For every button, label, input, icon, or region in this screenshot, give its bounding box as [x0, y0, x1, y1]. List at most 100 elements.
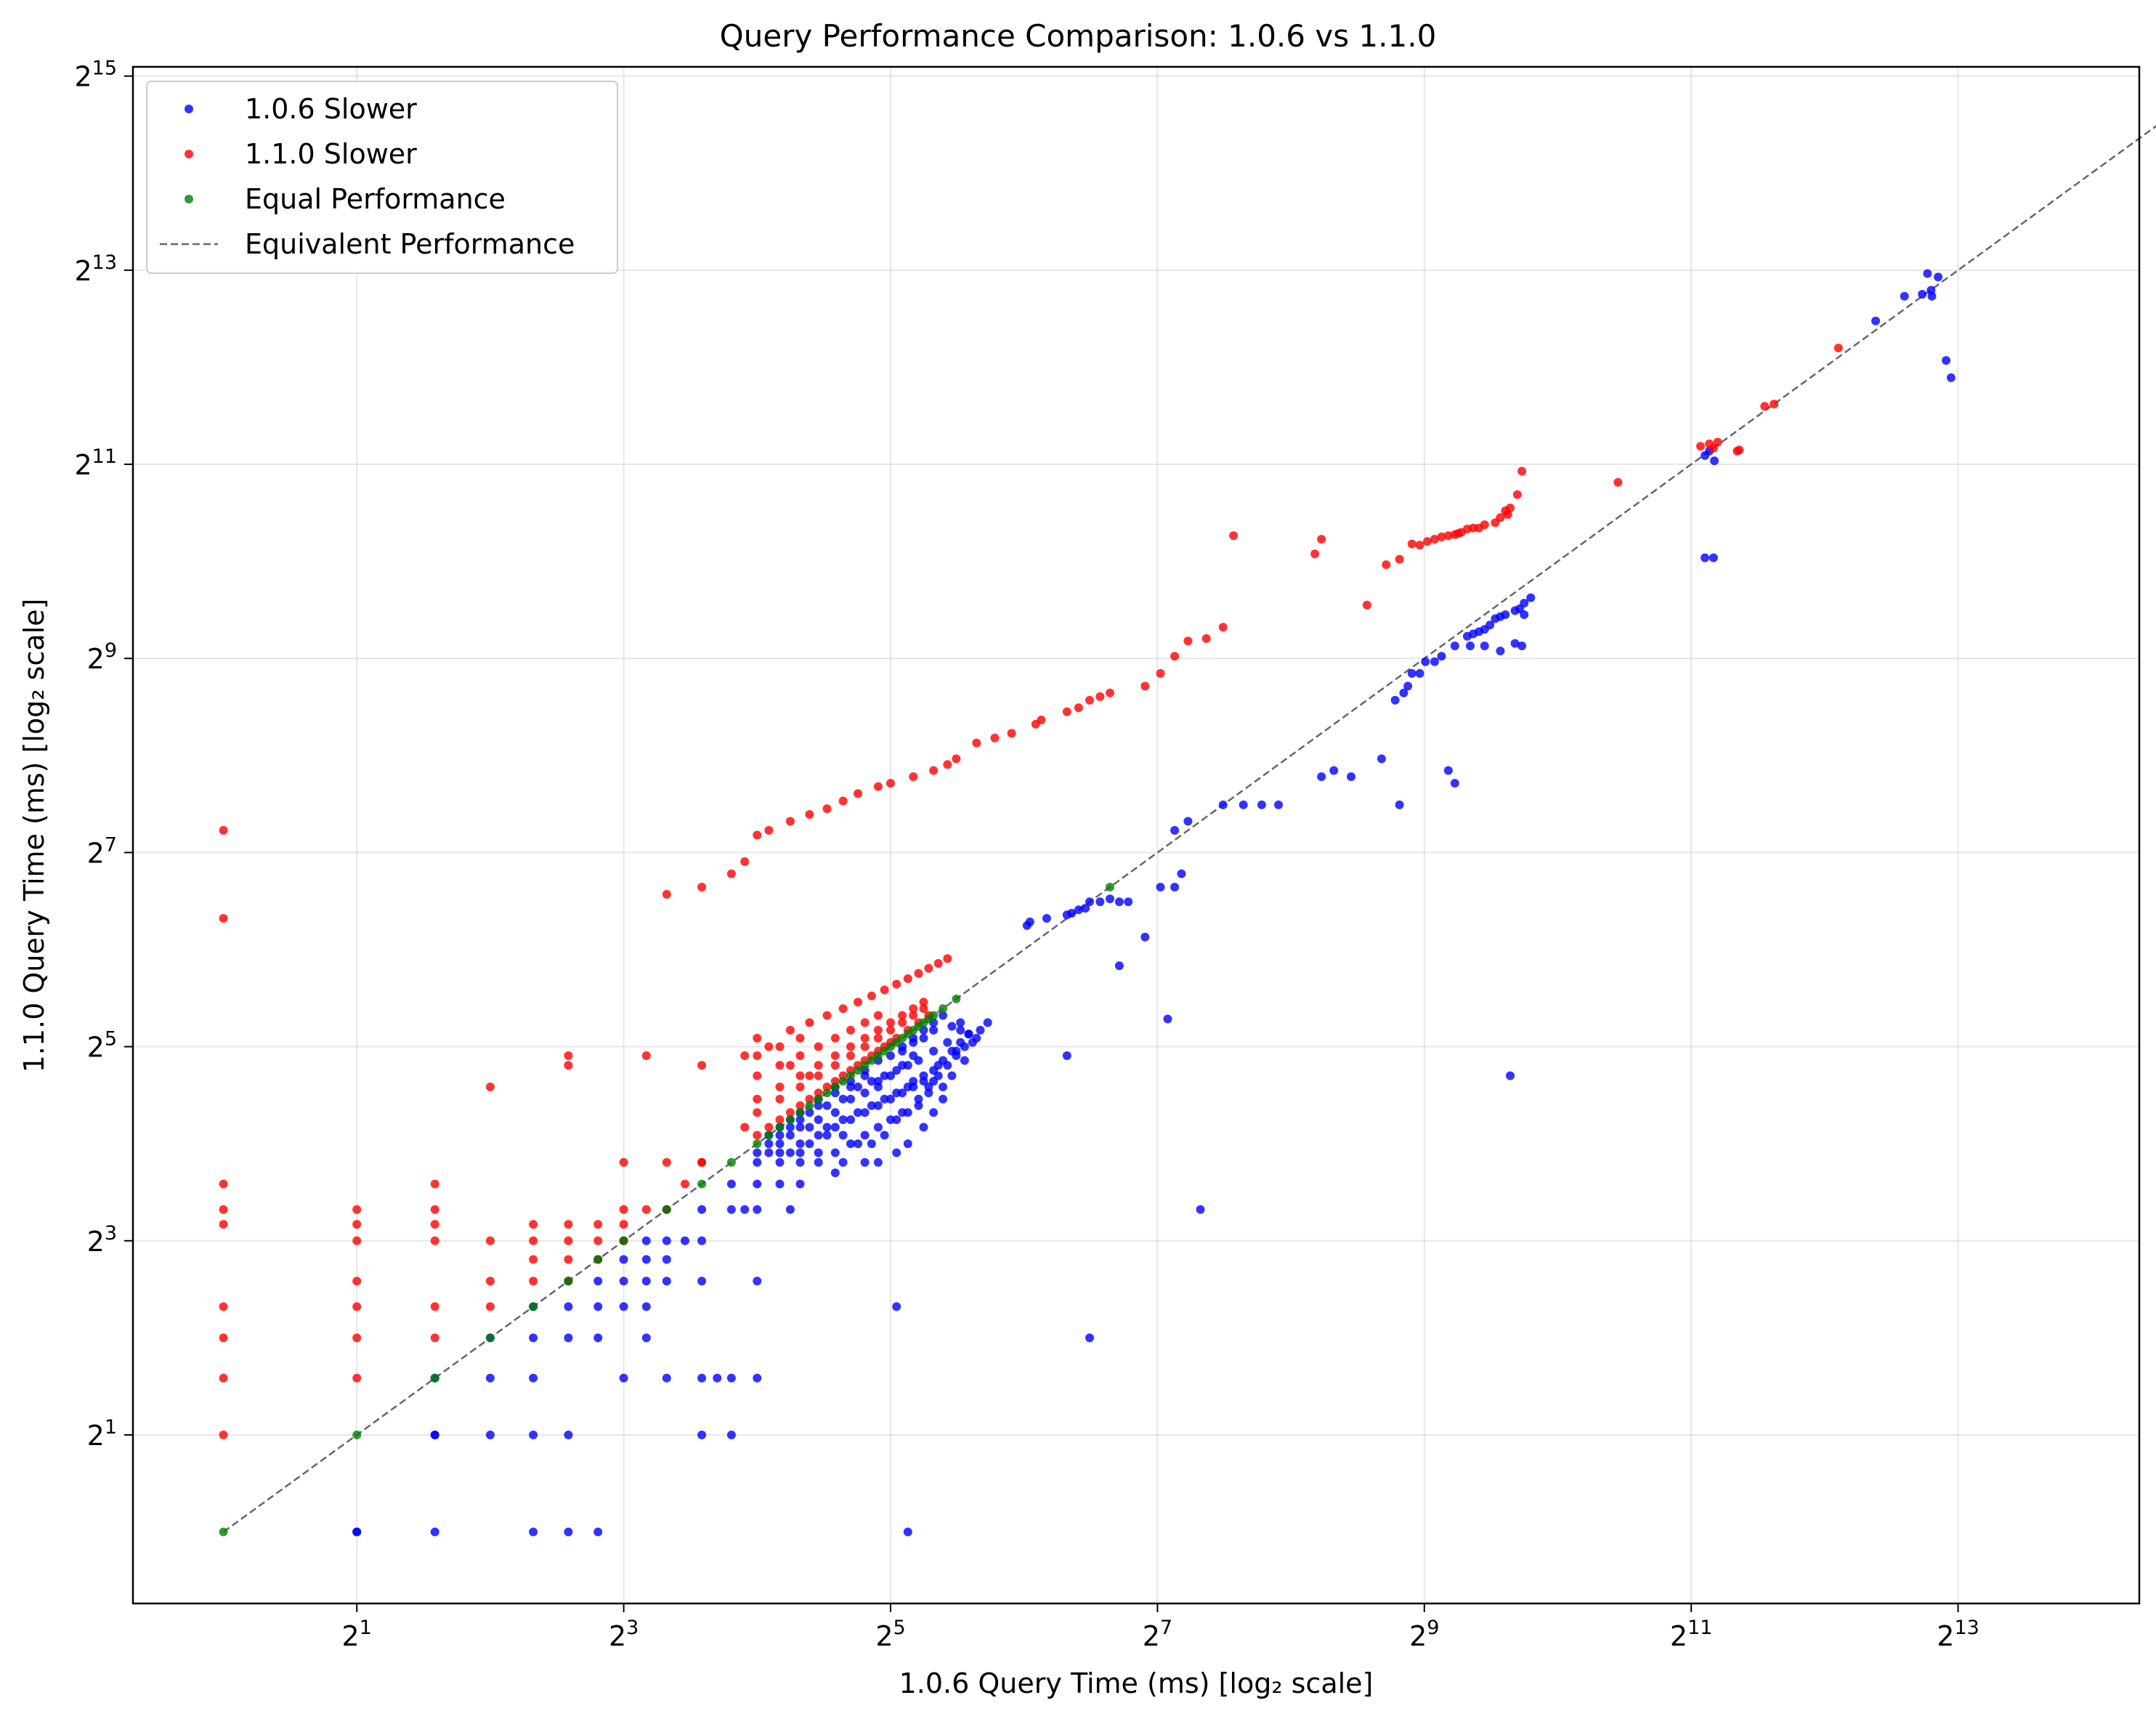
point-1-0-6-slower	[681, 1236, 689, 1245]
point-1-1-0-slower	[1095, 692, 1105, 701]
point-1-0-6-slower	[805, 1139, 814, 1149]
point-1-0-6-slower	[1062, 1051, 1071, 1060]
point-1-0-6-slower	[1900, 291, 1909, 301]
point-1-0-6-slower	[939, 1056, 948, 1065]
point-1-1-0-slower	[1218, 623, 1228, 632]
point-1-1-0-slower	[619, 1205, 628, 1214]
point-1-0-6-slower	[785, 1131, 795, 1140]
point-1-0-6-slower	[662, 1236, 671, 1245]
point-1-1-0-slower	[1106, 688, 1114, 697]
point-1-0-6-slower	[1942, 356, 1951, 365]
point-1-0-6-slower	[1407, 668, 1417, 678]
point-1-1-0-slower	[1491, 518, 1500, 527]
point-1-0-6-slower	[919, 1033, 928, 1043]
point-1-0-6-slower	[939, 1083, 948, 1091]
point-1-1-0-slower	[943, 760, 952, 769]
point-1-1-0-slower	[1062, 707, 1071, 716]
point-1-0-6-slower	[880, 1131, 889, 1140]
point-1-1-0-slower	[1437, 532, 1446, 541]
point-1-0-6-slower	[886, 1071, 895, 1080]
point-1-1-0-slower	[753, 1033, 762, 1043]
point-1-0-6-slower	[1923, 269, 1932, 278]
point-1-1-0-slower	[593, 1236, 603, 1245]
point-1-0-6-slower	[892, 1148, 901, 1157]
point-1-1-0-slower	[898, 1011, 907, 1020]
point-1-0-6-slower	[753, 1148, 762, 1157]
point-1-1-0-slower	[822, 1083, 832, 1091]
point-1-0-6-slower	[1709, 553, 1718, 562]
point-1-0-6-slower	[860, 1108, 870, 1117]
point-1-1-0-slower	[352, 1277, 362, 1286]
point-1-0-6-slower	[1701, 553, 1710, 562]
point-equal-performance	[485, 1333, 495, 1343]
point-1-0-6-slower	[947, 1071, 957, 1080]
point-1-0-6-slower	[593, 1302, 603, 1311]
point-1-1-0-slower	[775, 1094, 785, 1104]
point-1-1-0-slower	[1310, 549, 1320, 559]
point-1-0-6-slower	[939, 1011, 948, 1020]
point-equal-performance	[805, 1101, 814, 1110]
point-1-0-6-slower	[697, 1373, 707, 1383]
point-1-0-6-slower	[430, 1527, 439, 1537]
point-1-1-0-slower	[219, 1373, 228, 1383]
x-tick-label: 23	[609, 1617, 639, 1652]
point-equal-performance	[775, 1123, 785, 1132]
point-1-0-6-slower	[805, 1123, 814, 1132]
point-1-0-6-slower	[854, 1139, 862, 1149]
point-1-1-0-slower	[564, 1061, 573, 1070]
point-1-1-0-slower	[795, 1101, 805, 1110]
point-1-0-6-slower	[795, 1115, 805, 1125]
point-equal-performance	[219, 1527, 228, 1537]
point-1-1-0-slower	[775, 1042, 785, 1051]
point-1-1-0-slower	[753, 1094, 762, 1104]
point-1-0-6-slower	[753, 1179, 762, 1189]
point-1-0-6-slower	[873, 1157, 883, 1167]
point-1-0-6-slower	[593, 1527, 603, 1537]
point-1-0-6-slower	[886, 1115, 895, 1125]
point-1-0-6-slower	[619, 1302, 628, 1311]
point-1-1-0-slower	[430, 1220, 439, 1229]
point-1-1-0-slower	[795, 1051, 805, 1060]
point-1-0-6-slower	[1177, 869, 1186, 878]
point-1-1-0-slower	[898, 1018, 907, 1027]
point-equal-performance	[822, 1088, 832, 1098]
point-1-0-6-slower	[892, 1302, 901, 1311]
point-1-1-0-slower	[846, 1025, 855, 1035]
point-1-0-6-slower	[1085, 897, 1094, 907]
point-equal-performance	[814, 1094, 823, 1104]
point-1-1-0-slower	[924, 963, 933, 973]
point-1-0-6-slower	[814, 1115, 823, 1125]
point-1-0-6-slower	[795, 1139, 805, 1149]
point-1-1-0-slower	[933, 959, 943, 968]
point-1-0-6-slower	[619, 1255, 628, 1264]
point-1-1-0-slower	[1732, 446, 1742, 456]
point-1-1-0-slower	[1443, 531, 1453, 541]
point-equal-performance	[753, 1139, 762, 1149]
point-1-0-6-slower	[1443, 766, 1453, 775]
point-1-1-0-slower	[219, 1431, 228, 1439]
point-1-1-0-slower	[972, 738, 981, 748]
point-1-1-0-slower	[952, 754, 961, 764]
point-1-1-0-slower	[886, 1018, 895, 1027]
point-1-0-6-slower	[947, 1022, 957, 1031]
point-1-0-6-slower	[1934, 272, 1943, 282]
point-1-0-6-slower	[697, 1236, 707, 1245]
point-1-1-0-slower	[914, 968, 923, 978]
point-1-0-6-slower	[430, 1431, 439, 1439]
point-1-1-0-slower	[873, 1033, 883, 1043]
point-1-1-0-slower	[1362, 600, 1371, 610]
point-1-1-0-slower	[352, 1333, 362, 1343]
point-1-1-0-slower	[846, 1042, 855, 1051]
point-1-1-0-slower	[1156, 668, 1165, 678]
point-1-1-0-slower	[822, 1011, 832, 1020]
point-1-1-0-slower	[753, 1108, 762, 1117]
point-1-1-0-slower	[880, 985, 889, 995]
point-1-0-6-slower	[726, 1373, 736, 1383]
point-1-1-0-slower	[1833, 344, 1843, 352]
point-1-1-0-slower	[529, 1255, 538, 1264]
chart-title: Query Performance Comparison: 1.0.6 vs 1…	[720, 18, 1437, 54]
y-tick-label: 215	[74, 57, 117, 93]
point-1-1-0-slower	[1709, 443, 1718, 453]
point-1-1-0-slower	[867, 991, 876, 1000]
